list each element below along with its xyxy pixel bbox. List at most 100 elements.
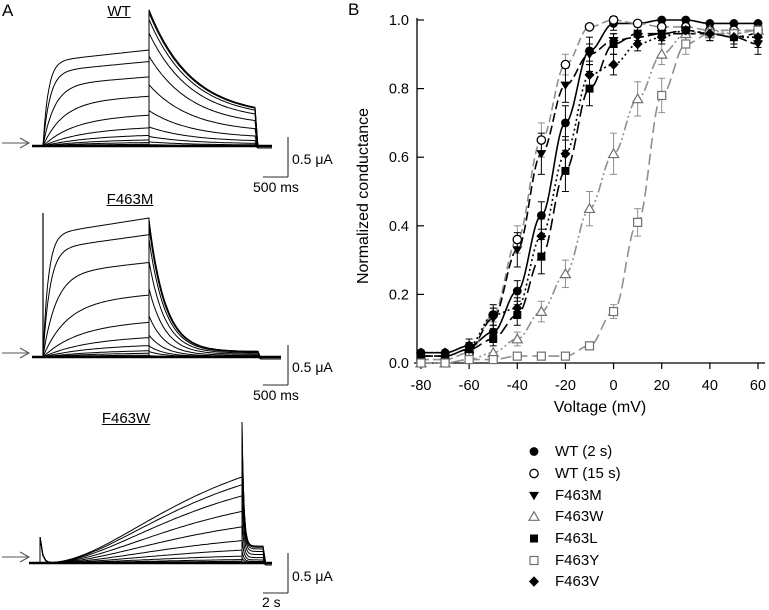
- current-traces-canvas: [2, 9, 289, 594]
- current-trace: [32, 83, 272, 149]
- legend-item-wt-2s: WT (2 s): [524, 441, 621, 463]
- filled-circle-marker: [488, 327, 498, 337]
- legend-label: WT (15 s): [555, 465, 621, 483]
- current-trace: [32, 315, 281, 360]
- x-tick-label: 0: [610, 378, 618, 394]
- open-triangle-marker: [535, 305, 548, 316]
- x-tick-label: -40: [507, 378, 528, 394]
- filled-diamond-marker: [632, 38, 643, 50]
- open-circle-icon: [529, 468, 539, 479]
- open-circle-marker: [536, 135, 547, 145]
- y-tick-label: 0.8: [389, 82, 409, 98]
- filled-diamond-marker: [512, 302, 523, 314]
- y-tick-label: 0.2: [389, 287, 409, 303]
- trace-family-F463W: [29, 421, 272, 566]
- current-trace: [29, 492, 272, 566]
- open-square-marker: [512, 351, 522, 361]
- zero-current-arrow-icon: [2, 551, 31, 563]
- scale-time-label-wt: 500 ms: [253, 179, 299, 195]
- filled-square-icon: [530, 534, 538, 543]
- zero-current-arrow-icon: [2, 347, 31, 359]
- filled-square-marker: [530, 534, 538, 543]
- filled-diamond-marker: [488, 309, 499, 321]
- scale-time-label-f463m: 500 ms: [253, 387, 299, 403]
- current-trace: [29, 517, 272, 566]
- scale-amplitude-label-wt: 0.5 μA: [292, 151, 333, 167]
- current-trace: [32, 126, 272, 149]
- open-triangle-marker: [527, 510, 541, 522]
- current-trace: [29, 424, 272, 566]
- fit-curve: [421, 29, 758, 364]
- filled-triangle-down-marker: [536, 150, 547, 159]
- open-triangle-marker: [607, 147, 620, 159]
- current-trace: [32, 54, 272, 149]
- filled-triangle-down-marker: [584, 50, 595, 60]
- filled-circle-marker: [536, 211, 546, 220]
- trace-title-f463m: F463M: [106, 191, 154, 208]
- scale-amplitude-label-f463m: 0.5 μA: [292, 359, 333, 375]
- filled-circle-marker: [529, 447, 539, 457]
- scale-bar: [263, 553, 289, 594]
- trace-family-F463M: [32, 213, 281, 360]
- open-square-marker: [633, 217, 643, 227]
- filled-diamond-marker: [656, 31, 667, 43]
- legend-label: F463Y: [555, 551, 600, 569]
- filled-diamond-marker: [680, 25, 691, 36]
- fit-curve: [421, 29, 759, 357]
- legend-item-f463w: F463W: [524, 506, 621, 528]
- open-square-marker: [584, 341, 595, 351]
- current-trace: [32, 217, 281, 360]
- filled-circle-marker: [705, 19, 715, 28]
- open-square-marker: [657, 90, 667, 101]
- filled-circle-marker: [657, 15, 667, 25]
- filled-diamond-icon: [529, 576, 539, 588]
- legend-label: F463L: [555, 530, 598, 548]
- filled-triangle-down-marker: [529, 491, 539, 501]
- y-tick-label: 0.0: [389, 356, 409, 372]
- y-axis-label: Normalized conductance: [355, 107, 372, 285]
- filled-square-marker: [513, 310, 522, 319]
- open-circle-marker: [529, 468, 539, 479]
- current-trace: [32, 288, 281, 360]
- zero-current-arrow-icon: [2, 137, 31, 149]
- legend-label: WT (2 s): [555, 443, 613, 461]
- open-circle-marker: [608, 15, 619, 25]
- filled-triangle-down-marker: [560, 81, 571, 90]
- x-tick-label: 20: [654, 378, 670, 394]
- open-circle-marker: [584, 22, 595, 32]
- open-square-marker: [488, 354, 498, 365]
- current-trace: [29, 467, 272, 566]
- x-axis-label: Voltage (mV): [553, 399, 647, 416]
- current-trace: [32, 9, 272, 149]
- panel-b-label: B: [348, 0, 360, 19]
- open-square-marker: [536, 351, 546, 361]
- legend-item-f463m: F463M: [524, 484, 621, 506]
- filled-diamond-marker: [608, 59, 619, 70]
- filled-diamond-marker: [704, 28, 715, 39]
- filled-square-marker: [585, 84, 594, 93]
- filled-square-marker: [561, 166, 570, 175]
- open-triangle-marker: [655, 48, 668, 59]
- trace-family-WT: [32, 9, 272, 149]
- open-square-marker: [529, 555, 539, 565]
- current-trace: [29, 421, 272, 566]
- current-trace: [32, 32, 272, 149]
- open-square-marker: [440, 358, 450, 368]
- filled-square-marker: [609, 40, 618, 49]
- trace-title-wt: WT: [107, 3, 131, 20]
- open-triangle-marker: [631, 92, 644, 104]
- scale-bar: [263, 345, 289, 386]
- x-tick-label: -80: [411, 378, 432, 394]
- current-trace: [32, 109, 272, 149]
- scale-amplitude-label-f463w: 0.5 μA: [292, 568, 333, 584]
- filled-circle-marker: [561, 118, 570, 128]
- filled-diamond-marker: [464, 340, 475, 352]
- open-circle-marker: [632, 18, 643, 29]
- filled-diamond-marker: [753, 31, 763, 43]
- open-square-icon: [529, 555, 539, 565]
- current-trace: [32, 19, 272, 149]
- filled-diamond-marker: [536, 230, 547, 242]
- legend-item-f463l: F463L: [524, 528, 621, 550]
- x-tick-label: 40: [702, 378, 718, 394]
